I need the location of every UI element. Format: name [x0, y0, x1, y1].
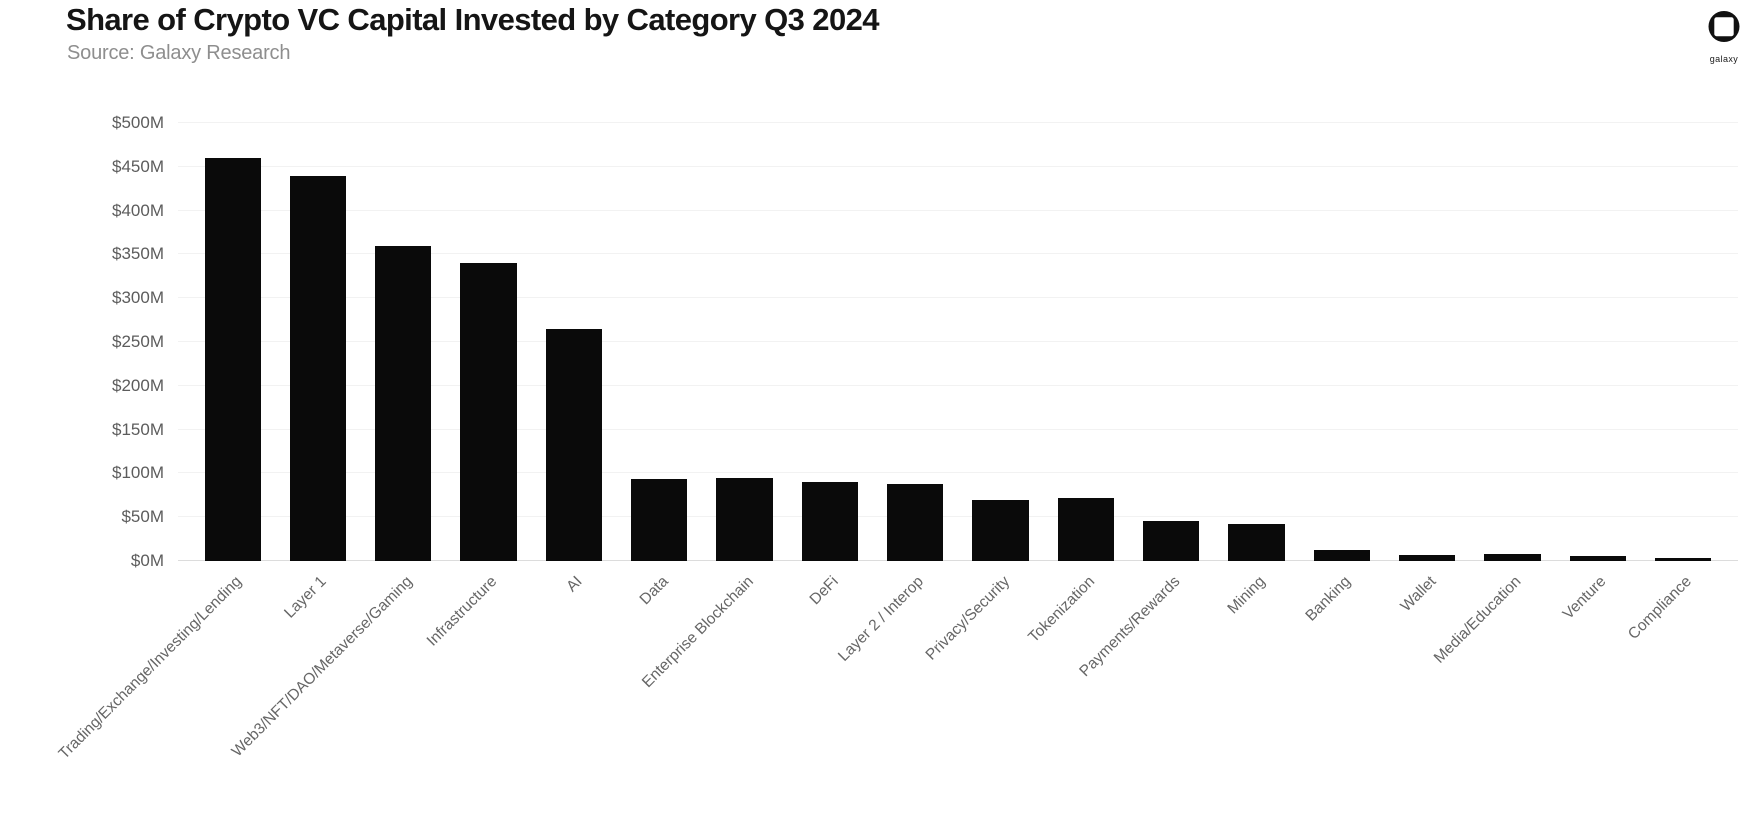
y-axis-tick-label: $300M [112, 288, 164, 308]
bar [289, 175, 347, 561]
bar-slot: Enterprise Blockchain [639, 123, 787, 691]
y-axis-tick-label: $350M [112, 244, 164, 264]
x-axis-tick-label: Layer 1 [281, 573, 331, 622]
bar [204, 158, 261, 561]
gridline-400 [178, 209, 1738, 211]
chart-source: Source: Galaxy Research [67, 42, 291, 64]
gridline-50 [178, 516, 1738, 518]
bar-slot: Payments/Rewards [1076, 123, 1214, 680]
gridline-100 [178, 472, 1738, 474]
bar [1228, 524, 1285, 561]
bar [1655, 558, 1712, 561]
gridline-150 [178, 428, 1738, 430]
y-axis-tick-label: $50M [121, 507, 164, 527]
x-axis-tick-label: AI [563, 573, 587, 596]
bars-layer: Trading/Exchange/Investing/Lending Layer … [55, 123, 1738, 763]
x-axis-tick-label: Infrastructure [424, 573, 501, 650]
bar-slot: Web3/NFT/DAO/Metaverse/Gaming [228, 123, 446, 760]
x-axis-tick-label: Wallet [1397, 573, 1440, 616]
gridline-500 [178, 122, 1738, 123]
y-axis-tick-label: $150M [112, 419, 164, 439]
galaxy-logo-icon [1706, 11, 1742, 52]
bar [1399, 554, 1456, 561]
gridline-350 [178, 253, 1738, 255]
y-axis-tick-label: $200M [112, 375, 164, 395]
gridline-200 [178, 384, 1738, 386]
x-axis-tick-label: DeFi [806, 573, 842, 609]
bar-slot: Venture [1555, 123, 1640, 623]
x-axis-tick-label: Media/Education [1430, 573, 1525, 667]
x-axis-tick-label: Web3/NFT/DAO/Metaverse/Gaming [228, 573, 416, 761]
bar-slot: Trading/Exchange/Investing/Lending [55, 123, 275, 763]
bar-slot: AI [531, 123, 616, 595]
bar [972, 499, 1029, 561]
bar [887, 483, 944, 561]
y-axis-tick-label: $450M [112, 156, 164, 176]
bar-slot: Media/Education [1431, 123, 1555, 667]
y-axis-tick-label: $250M [112, 332, 164, 351]
gridline-0 [178, 560, 1738, 561]
bar-slot: Banking [1299, 123, 1384, 625]
x-axis-tick-label: Compliance [1625, 573, 1696, 643]
x-axis-tick-label: Trading/Exchange/Investing/Lending [55, 573, 245, 763]
bar-slot: Wallet [1385, 123, 1470, 615]
galaxy-logo: galaxy [1704, 10, 1744, 64]
bar-chart-plot-area: $0M $50M $100M $150M $200M $250M $300M $350M $40… [55, 113, 1738, 763]
bar-slot: Compliance [1625, 123, 1726, 643]
bar-slot: Privacy/Security [922, 123, 1043, 664]
x-axis-tick-label: Layer 2 / Interop [835, 573, 928, 665]
x-axis-tick-label: Tokenization [1025, 573, 1098, 646]
bar [375, 245, 432, 561]
galaxy-logo-text: galaxy [1709, 54, 1739, 64]
bar [1484, 554, 1541, 561]
bar [801, 482, 859, 561]
bar-slot: Data [617, 123, 702, 608]
y-axis-tick-label: $100M [112, 463, 164, 483]
chart-title: Share of Crypto VC Capital Invested by C… [66, 2, 879, 37]
bar-slot: DeFi [787, 123, 872, 608]
bar [631, 478, 688, 561]
x-axis-tick-label: Data [636, 573, 672, 609]
gridline-450 [178, 165, 1738, 167]
bar-slot: Layer 1 [275, 123, 360, 622]
bar [1313, 549, 1371, 561]
bar [1143, 520, 1200, 561]
bar [1569, 555, 1627, 561]
bar-slot: Infrastructure [424, 123, 531, 650]
x-axis-tick-label: Mining [1224, 573, 1269, 618]
x-axis-tick-label: Banking [1302, 573, 1354, 625]
bar [716, 477, 773, 561]
bar-slot: Mining [1214, 123, 1299, 617]
y-axis-tick-label: $0M [130, 551, 164, 570]
y-axis-tick-label: $500M [112, 113, 164, 132]
x-axis-tick-label: Privacy/Security [922, 573, 1013, 664]
bar [545, 328, 603, 561]
bar [1057, 497, 1115, 561]
bar-slot: Tokenization [1025, 123, 1128, 646]
gridline-250 [178, 341, 1738, 342]
gridline-300 [178, 297, 1738, 299]
x-axis-tick-label: Venture [1560, 573, 1610, 623]
bar [460, 263, 517, 561]
bar-slot: Layer 2 / Interop [835, 123, 958, 665]
y-axis-tick-label: $400M [112, 200, 164, 220]
